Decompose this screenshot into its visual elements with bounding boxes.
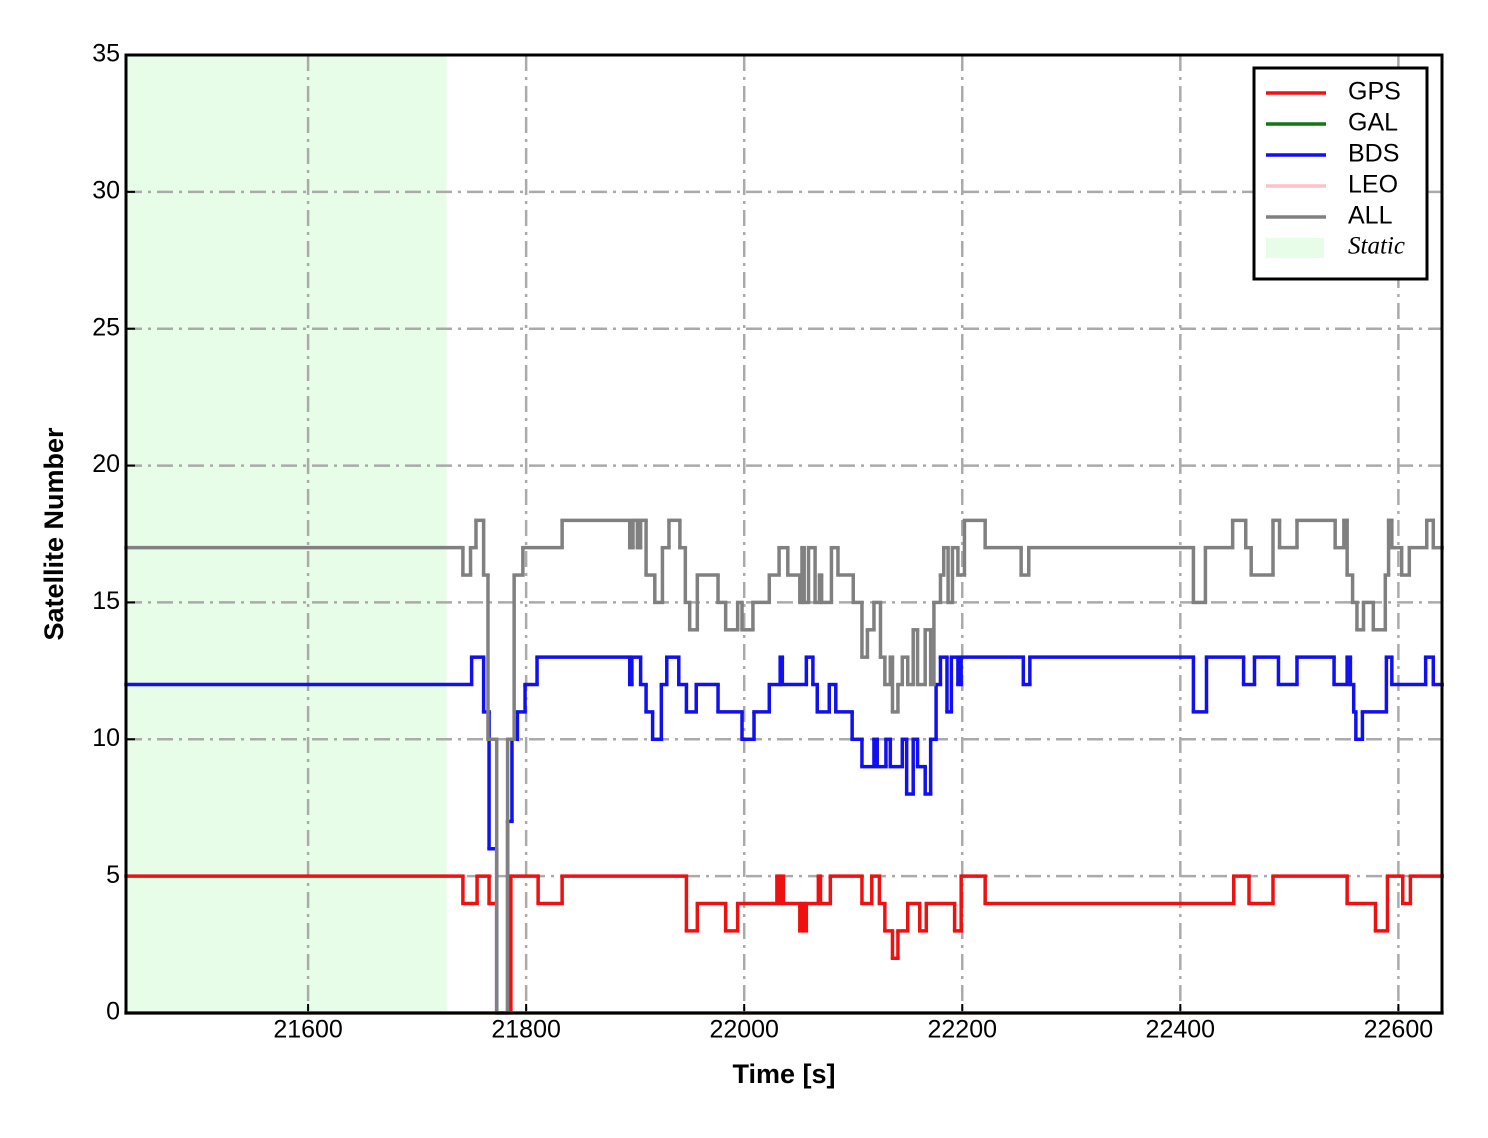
y-tick-label: 5 (106, 861, 120, 889)
x-tick-label: 21800 (491, 1016, 561, 1044)
legend-label: GAL (1348, 109, 1398, 137)
y-tick-label: 10 (92, 724, 120, 752)
legend-label: GPS (1348, 78, 1401, 106)
legend-label: LEO (1348, 171, 1398, 199)
legend-label: Static (1348, 233, 1405, 260)
y-tick-label: 25 (92, 313, 120, 341)
x-tick-label: 22000 (709, 1016, 779, 1044)
y-axis-label: Satellite Number (39, 427, 69, 641)
y-tick-label: 30 (92, 176, 120, 204)
x-axis-label: Time [s] (732, 1059, 835, 1089)
y-tick-label: 35 (92, 40, 120, 68)
x-tick-label: 22400 (1146, 1016, 1216, 1044)
y-tick-label: 20 (92, 450, 120, 478)
static-span (126, 55, 447, 1013)
legend-label: ALL (1348, 202, 1393, 230)
x-tick-label: 22200 (927, 1016, 997, 1044)
x-tick-label: 21600 (273, 1016, 343, 1044)
y-tick-label: 15 (92, 587, 120, 615)
y-tick-label: 0 (106, 998, 120, 1026)
plot-frame (124, 53, 1444, 1015)
x-tick-label: 22600 (1364, 1016, 1434, 1044)
legend-label: BDS (1348, 140, 1399, 168)
legend-swatch (1266, 238, 1324, 258)
